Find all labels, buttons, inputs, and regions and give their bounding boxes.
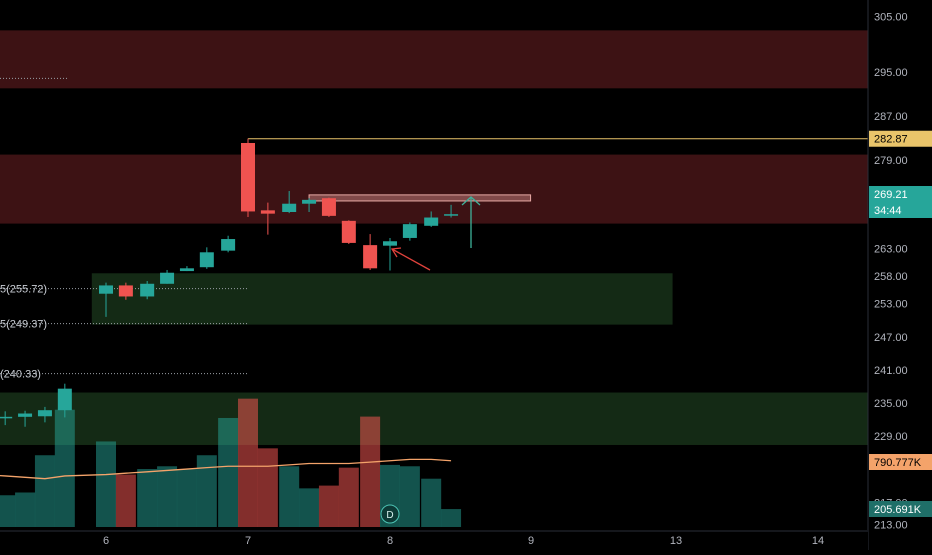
time-tick-label: 13: [670, 535, 682, 547]
volume-bar: [157, 466, 178, 527]
volume-bar: [137, 469, 158, 527]
volume-ma-badge: 790.777K: [874, 457, 922, 469]
last-price-badge-bg: [869, 186, 932, 202]
price-tick-label: 263.00: [874, 243, 908, 255]
candle-body[interactable]: [282, 203, 297, 212]
time-tick-label: 14: [812, 535, 824, 547]
volume-bar: [279, 466, 300, 527]
countdown-badge-bg: [869, 202, 932, 218]
candle-body[interactable]: [99, 285, 113, 294]
support-zone-3[interactable]: [91, 273, 673, 325]
volume-bar: [96, 441, 116, 527]
price-tick-label: 279.00: [874, 155, 908, 167]
candle-body[interactable]: [444, 214, 459, 216]
volume-bar: [257, 448, 278, 527]
time-tick-label: 9: [528, 535, 534, 547]
time-tick-label: 8: [387, 535, 393, 547]
volume-bar: [176, 469, 197, 527]
level-label: 5(249.37): [0, 319, 47, 331]
volume-bar: [399, 466, 420, 527]
green-arrow-head: [461, 196, 481, 206]
volume-bar: [338, 467, 359, 527]
candle-body[interactable]: [57, 388, 72, 411]
price-tick-label: 241.00: [874, 365, 908, 377]
volume-ma-badge-bg: [869, 454, 932, 470]
price-tick-label: 253.00: [874, 299, 908, 311]
level-label: (240.33): [0, 369, 41, 381]
volume-ma-line: [0, 458, 452, 480]
resistance-box-2[interactable]: [308, 194, 532, 202]
candle-body[interactable]: [179, 268, 194, 272]
volume-bar: [115, 474, 136, 527]
volume-bar: [421, 478, 442, 527]
candle-body[interactable]: [424, 217, 439, 226]
volume-bar: [299, 488, 320, 527]
red-arrow-head: [390, 247, 402, 258]
candle-body[interactable]: [118, 285, 133, 297]
candle-body[interactable]: [402, 224, 417, 238]
candle-body[interactable]: [140, 283, 155, 297]
volume-bar: [34, 455, 55, 527]
candle-body[interactable]: [221, 239, 236, 251]
volume-bar: [441, 509, 462, 527]
candle-body[interactable]: [160, 272, 175, 284]
price-tick-label: 213.00: [874, 519, 908, 531]
level-label: 5(255.72): [0, 284, 47, 296]
countdown-badge: 34:44: [874, 205, 902, 217]
volume-last-badge-bg: [869, 501, 932, 517]
last-price-badge: 269.21: [874, 189, 908, 201]
volume-last-badge: 205.691K: [874, 504, 922, 516]
time-tick-label: 6: [103, 535, 109, 547]
high-price-badge-bg: [869, 130, 932, 147]
candle-body[interactable]: [260, 210, 275, 214]
volume-bar: [0, 495, 16, 527]
price-tick-label: 229.00: [874, 431, 908, 443]
volume-bar: [360, 416, 381, 527]
volume-bar: [238, 398, 258, 527]
volume-bar: [318, 485, 339, 527]
time-tick-label: 7: [245, 535, 251, 547]
interval-marker-label: D: [386, 510, 393, 521]
price-tick-label: 235.00: [874, 398, 908, 410]
candle-body[interactable]: [302, 199, 317, 204]
price-tick-label: 287.00: [874, 111, 908, 123]
high-price-badge: 282.87: [874, 134, 908, 146]
support-zone-4[interactable]: [0, 392, 868, 445]
time-axis-panel: [0, 530, 868, 550]
interval-marker-circle[interactable]: [380, 504, 400, 524]
resistance-zone-0[interactable]: [0, 30, 868, 89]
volume-bar: [218, 417, 239, 527]
price-tick-label: 258.00: [874, 271, 908, 283]
volume-bar: [15, 492, 36, 527]
price-tick-label: 247.00: [874, 332, 908, 344]
red-arrow-shaft[interactable]: [391, 248, 431, 271]
candle-body[interactable]: [321, 198, 336, 216]
volume-bar: [196, 455, 217, 527]
candle-body[interactable]: [383, 241, 397, 246]
candle-body[interactable]: [199, 252, 214, 268]
candle-body[interactable]: [341, 220, 356, 243]
candle-body[interactable]: [363, 245, 378, 269]
candle-body[interactable]: [18, 413, 33, 417]
candle-body[interactable]: [0, 416, 13, 419]
volume-bar: [54, 409, 75, 527]
candle-body[interactable]: [241, 142, 255, 212]
price-tick-label: 295.00: [874, 67, 908, 79]
resistance-zone-1[interactable]: [0, 154, 868, 224]
price-tick-label: 305.00: [874, 12, 908, 24]
candle-body[interactable]: [37, 410, 52, 417]
